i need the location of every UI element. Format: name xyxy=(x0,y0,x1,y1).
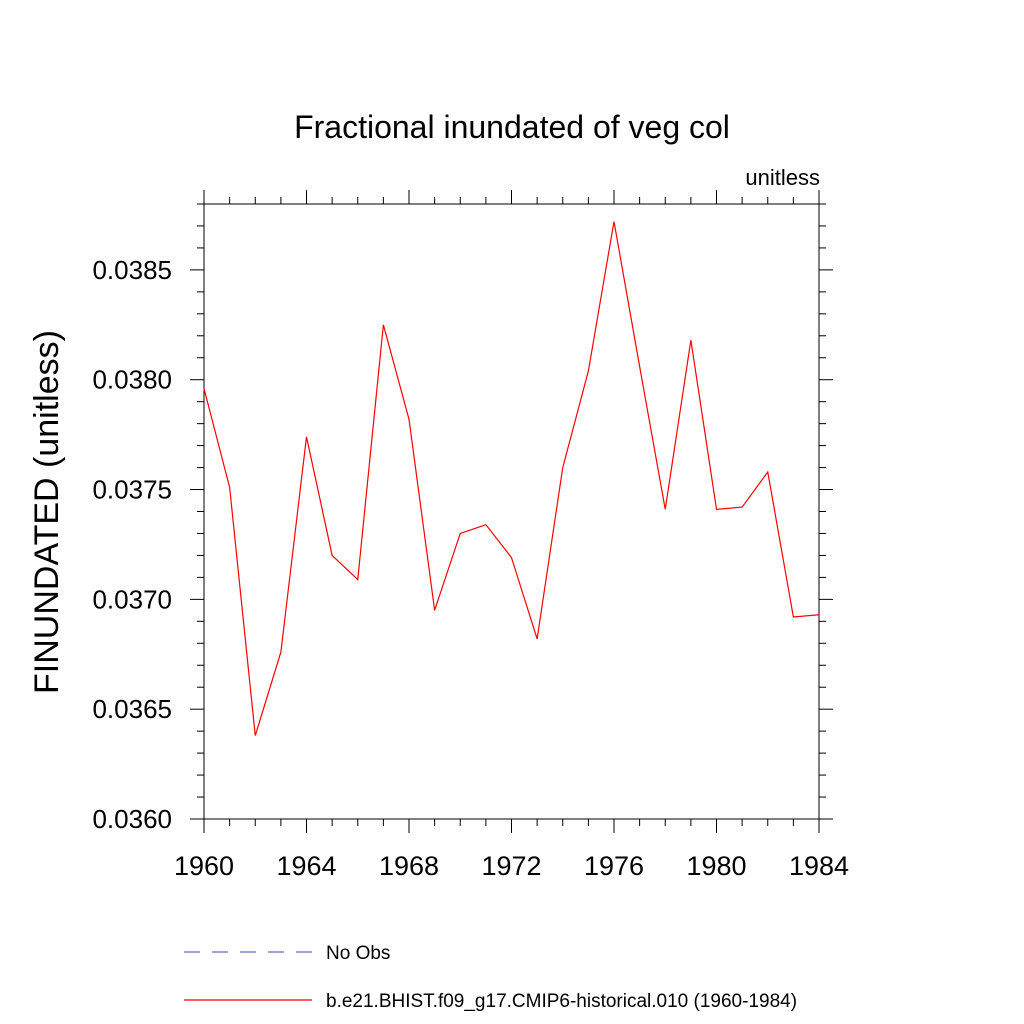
x-axis-ticks: 1960 1964 1968 1972 1976 1980 1984 xyxy=(174,190,849,881)
y-tick-label: 0.0360 xyxy=(92,804,172,834)
y-axis-label: FINUNDATED (unitless) xyxy=(28,330,66,694)
chart-title: Fractional inundated of veg col xyxy=(294,109,730,145)
x-tick-label: 1984 xyxy=(789,851,849,881)
legend-label-1: b.e21.BHIST.f09_g17.CMIP6-historical.010… xyxy=(326,991,797,1012)
x-tick-label: 1976 xyxy=(584,851,644,881)
y-tick-label: 0.0370 xyxy=(92,584,172,614)
x-tick-label: 1968 xyxy=(379,851,439,881)
x-tick-label: 1964 xyxy=(276,851,336,881)
legend: No Obs b.e21.BHIST.f09_g17.CMIP6-historic… xyxy=(184,943,797,1012)
x-tick-label: 1980 xyxy=(686,851,746,881)
series-line-1 xyxy=(203,221,820,736)
legend-label-0: No Obs xyxy=(326,943,390,964)
y-tick-label: 0.0375 xyxy=(92,475,172,505)
units-label: unitless xyxy=(745,165,820,190)
y-tick-label: 0.0380 xyxy=(92,365,172,395)
plot-frame xyxy=(203,203,820,820)
x-tick-label: 1972 xyxy=(481,851,541,881)
y-tick-label: 0.0365 xyxy=(92,694,172,724)
y-axis-ticks: 0.0360 0.0365 0.0370 0.0375 0.0380 0.0385 xyxy=(92,203,833,834)
series-group xyxy=(203,221,820,736)
x-tick-label: 1960 xyxy=(174,851,234,881)
y-tick-label: 0.0385 xyxy=(92,255,172,285)
